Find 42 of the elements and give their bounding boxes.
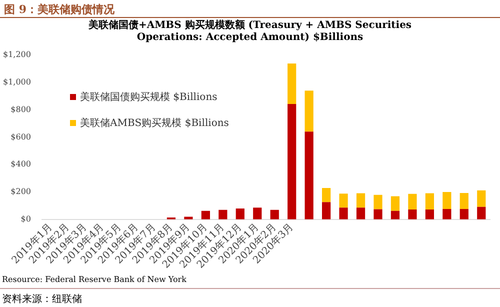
bar	[442, 208, 452, 220]
bar	[356, 193, 366, 208]
bar	[374, 209, 382, 220]
bar	[390, 196, 400, 211]
y-tick-label: $0	[20, 214, 31, 224]
bar	[408, 194, 417, 210]
bar	[322, 188, 331, 202]
y-tick-label: $1,000	[2, 77, 31, 86]
bar	[460, 192, 468, 209]
bar	[408, 210, 417, 220]
bar	[460, 208, 468, 220]
bar	[270, 210, 279, 220]
bar	[477, 206, 486, 220]
y-tick-label: $200	[10, 187, 31, 196]
text: 资料来源：纽联储	[2, 292, 82, 306]
bar	[339, 194, 348, 208]
bar	[374, 194, 382, 210]
y-tick-label: $600	[10, 132, 31, 142]
legend-label: 美联储国债购买规模 $Billions	[80, 90, 218, 104]
y-tick-label: $400	[10, 160, 31, 169]
legend-label: 美联储AMBS购买规模 $Billions	[80, 116, 229, 130]
bar	[477, 190, 486, 207]
bar	[356, 208, 366, 220]
bar	[304, 90, 314, 132]
bar	[201, 210, 210, 220]
bar	[218, 210, 228, 220]
chart-title: 图 9：美联储购债情况	[4, 2, 114, 17]
bar	[425, 210, 434, 220]
bar	[442, 192, 452, 209]
bar	[339, 208, 348, 220]
bar	[288, 104, 296, 220]
bar	[322, 202, 331, 220]
bar	[288, 63, 296, 104]
text: Resource: Federal Reserve Bank of New York	[2, 275, 186, 284]
bar	[425, 193, 434, 210]
chart-subtitle: 美联储国债+AMBS 购买规模数额 (Treasury + AMBS Securities Operations: Accepted Amount) $Billions	[87, 20, 413, 44]
bar	[390, 210, 400, 220]
bar	[304, 132, 314, 220]
bar	[236, 208, 244, 220]
y-tick-label: $1,200	[2, 50, 31, 60]
y-tick-label: $800	[10, 104, 31, 114]
bar	[253, 208, 262, 220]
